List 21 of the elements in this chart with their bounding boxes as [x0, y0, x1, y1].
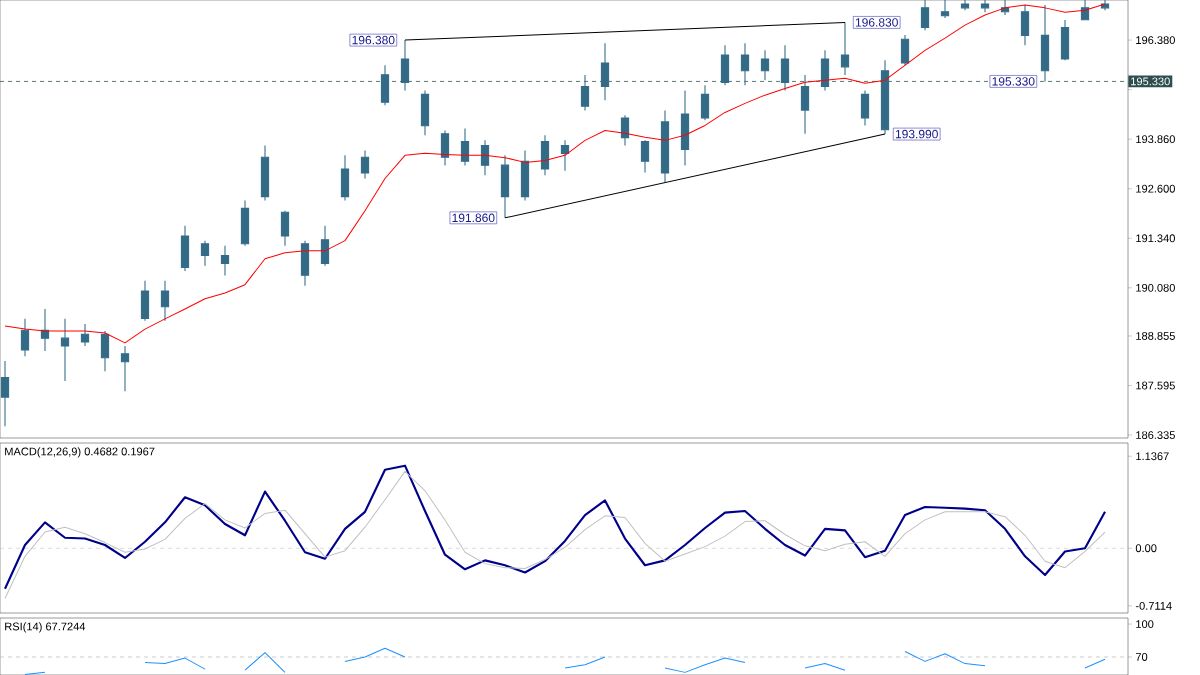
y-tick-label: 100	[1136, 620, 1154, 628]
chart-title: MACD(12,26,9) 0.4682 0.1967	[5, 447, 155, 458]
y-tick-label: 196.380	[1136, 36, 1175, 45]
y-tick-label: 1.1367	[1136, 452, 1169, 461]
annotation: 196.830	[855, 18, 898, 27]
y-tick-label: 190.080	[1136, 283, 1175, 292]
annotation: 196.380	[352, 35, 395, 45]
y-tick-label: 70	[1135, 653, 1148, 661]
annotation: 193.990	[895, 129, 938, 139]
y-tick-label: -0.7114	[1135, 601, 1172, 610]
y-tick-label: 192.600	[1136, 184, 1175, 193]
y-tick-label: 186.335	[1136, 431, 1175, 439]
chart-title: RSI(14) 67.7244	[5, 622, 86, 633]
annotation: 191.860	[452, 213, 495, 223]
y-tick-label: 0.00	[1135, 544, 1157, 553]
y-tick-label: 188.855	[1136, 332, 1175, 340]
y-tick-label: 193.860	[1136, 135, 1175, 144]
ref-line-label: 195.330	[1131, 77, 1170, 86]
y-tick-label: 191.340	[1136, 234, 1175, 243]
annotation: 195.330	[992, 77, 1035, 86]
y-tick-label: 187.595	[1136, 381, 1175, 390]
